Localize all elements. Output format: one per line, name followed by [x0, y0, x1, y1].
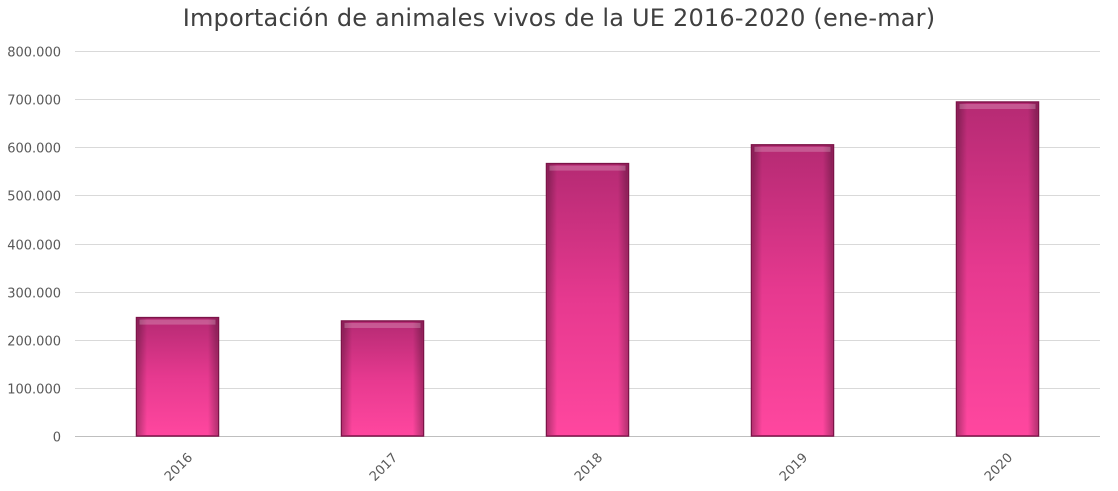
y-axis: 0 100.000 200.000 300.000 400.000 500.000 600.…: [7, 46, 61, 446]
bar-highlight: [959, 104, 1036, 110]
x-axis: 2016 2017 2018 2019 2020: [162, 451, 1016, 485]
y-tick-label: 0: [53, 431, 61, 446]
bar-2020: [955, 101, 1040, 437]
bar-2016: [135, 316, 220, 437]
x-tick-label: 2018: [572, 451, 606, 485]
bar-shading: [342, 321, 423, 435]
bar-shading: [752, 145, 833, 435]
bar-2018: [545, 162, 630, 437]
y-tick-label: 700.000: [7, 94, 61, 109]
bar-highlight: [139, 319, 216, 325]
bar-2017: [340, 320, 425, 437]
bar-shading: [137, 318, 218, 435]
bar-highlight: [549, 165, 626, 171]
y-tick-label: 200.000: [7, 335, 61, 350]
y-tick-label: 800.000: [7, 46, 61, 61]
x-tick-label: 2019: [777, 451, 811, 485]
y-tick-label: 500.000: [7, 190, 61, 205]
bar-2019: [750, 144, 835, 437]
y-tick-label: 600.000: [7, 142, 61, 157]
y-tick-label: 400.000: [7, 239, 61, 254]
y-tick-label: 100.000: [7, 383, 61, 398]
x-tick-label: 2016: [162, 451, 196, 485]
bar-shading: [547, 164, 628, 436]
bar-highlight: [344, 322, 421, 328]
bar-highlight: [754, 146, 831, 152]
bar-shading: [957, 103, 1038, 435]
x-tick-label: 2020: [982, 451, 1016, 485]
chart-title: Importación de animales vivos de la UE 2…: [182, 4, 936, 32]
y-tick-label: 300.000: [7, 287, 61, 302]
bars: [135, 101, 1040, 437]
x-tick-label: 2017: [367, 451, 401, 485]
